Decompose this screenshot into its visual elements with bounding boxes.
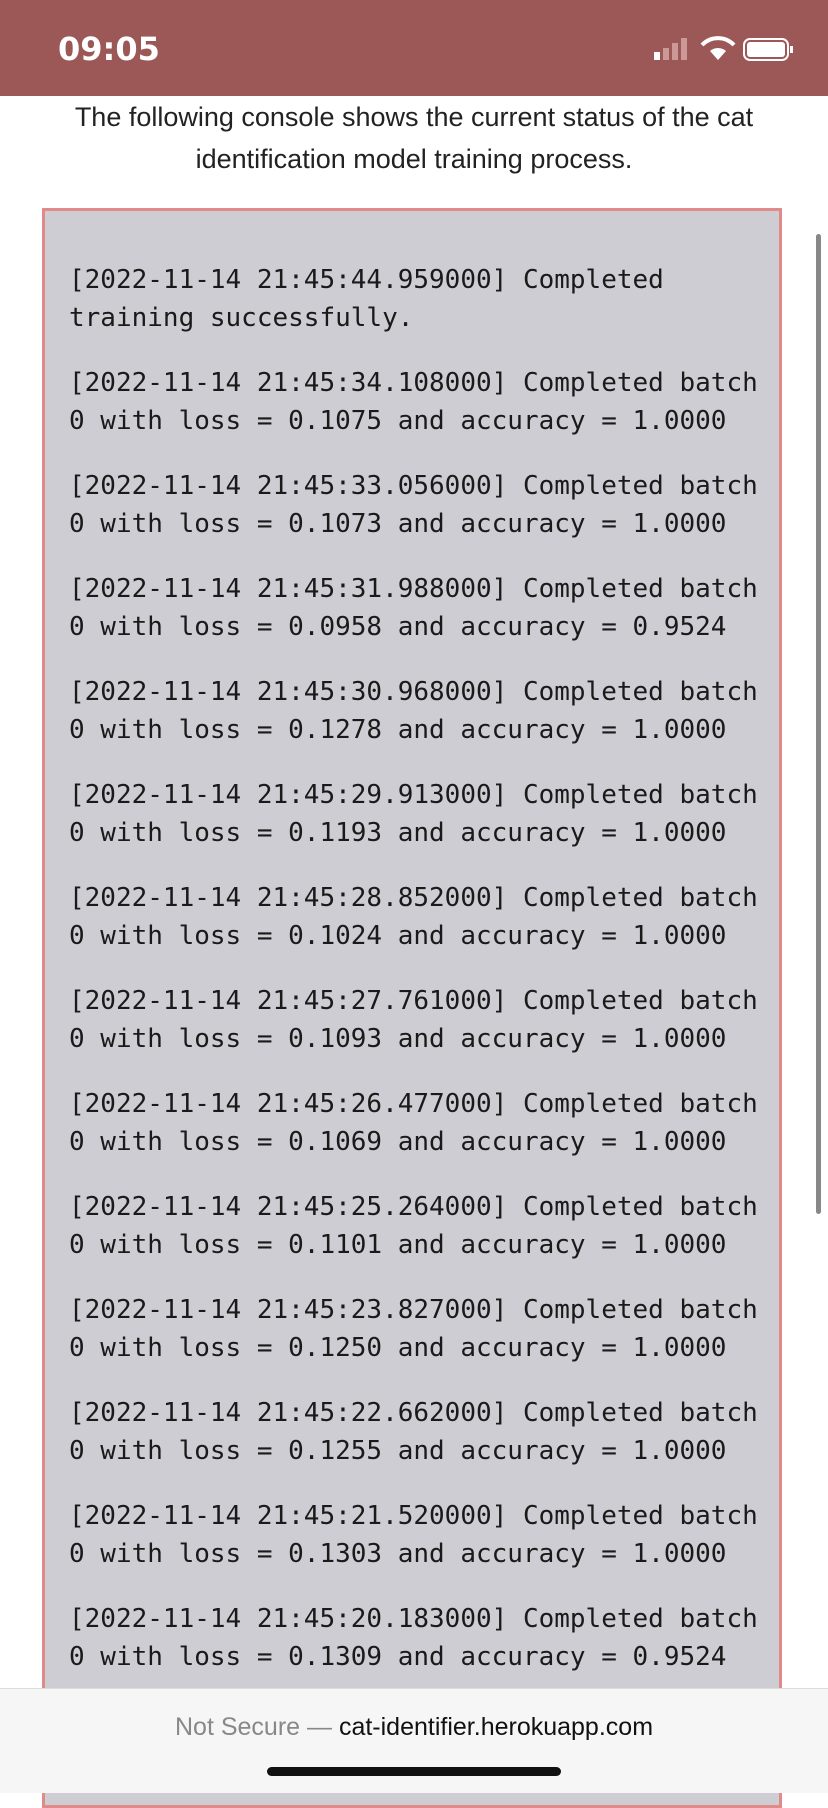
log-line: [2022-11-14 21:45:44.959000] Completed t… — [69, 261, 764, 337]
log-line: [2022-11-14 21:45:22.662000] Completed b… — [69, 1394, 764, 1470]
log-line: [2022-11-14 21:45:30.968000] Completed b… — [69, 673, 764, 749]
home-indicator — [267, 1767, 561, 1776]
description: The following console shows the current … — [40, 96, 788, 180]
log-line: [2022-11-14 21:45:21.520000] Completed b… — [69, 1497, 764, 1573]
time: 09:05 — [58, 30, 160, 68]
scrollbar — [816, 234, 821, 1214]
log-line: [2022-11-14 21:45:34.108000] Completed b… — [69, 364, 764, 440]
log-line: [2022-11-14 21:45:28.852000] Completed b… — [69, 879, 764, 955]
status-bar: 09:05 — [0, 0, 828, 96]
console-lines: [2022-11-14 21:45:44.959000] Completed t… — [69, 261, 764, 1703]
log-line: [2022-11-14 21:45:23.827000] Completed b… — [69, 1291, 764, 1367]
url: Not Secure — cat-identifier.herokuapp.co… — [0, 1713, 828, 1742]
log-line: [2022-11-14 21:45:26.477000] Completed b… — [69, 1085, 764, 1161]
log-line: [2022-11-14 21:45:25.264000] Completed b… — [69, 1188, 764, 1264]
url-prefix: Not Secure — — [175, 1713, 332, 1741]
status-icons — [650, 36, 800, 64]
log-line: [2022-11-14 21:45:31.988000] Completed b… — [69, 570, 764, 646]
log-line: [2022-11-14 21:45:27.761000] Completed b… — [69, 982, 764, 1058]
log-line: [2022-11-14 21:45:33.056000] Completed b… — [69, 467, 764, 543]
log-line: [2022-11-14 21:45:29.913000] Completed b… — [69, 776, 764, 852]
log-line: [2022-11-14 21:45:20.183000] Completed b… — [69, 1600, 764, 1676]
url-domain: cat-identifier.herokuapp.com — [339, 1713, 653, 1741]
url-bar[interactable]: Not Secure — cat-identifier.herokuapp.co… — [0, 1688, 828, 1793]
console: [2022-11-14 21:45:44.959000] Completed t… — [42, 208, 782, 1808]
